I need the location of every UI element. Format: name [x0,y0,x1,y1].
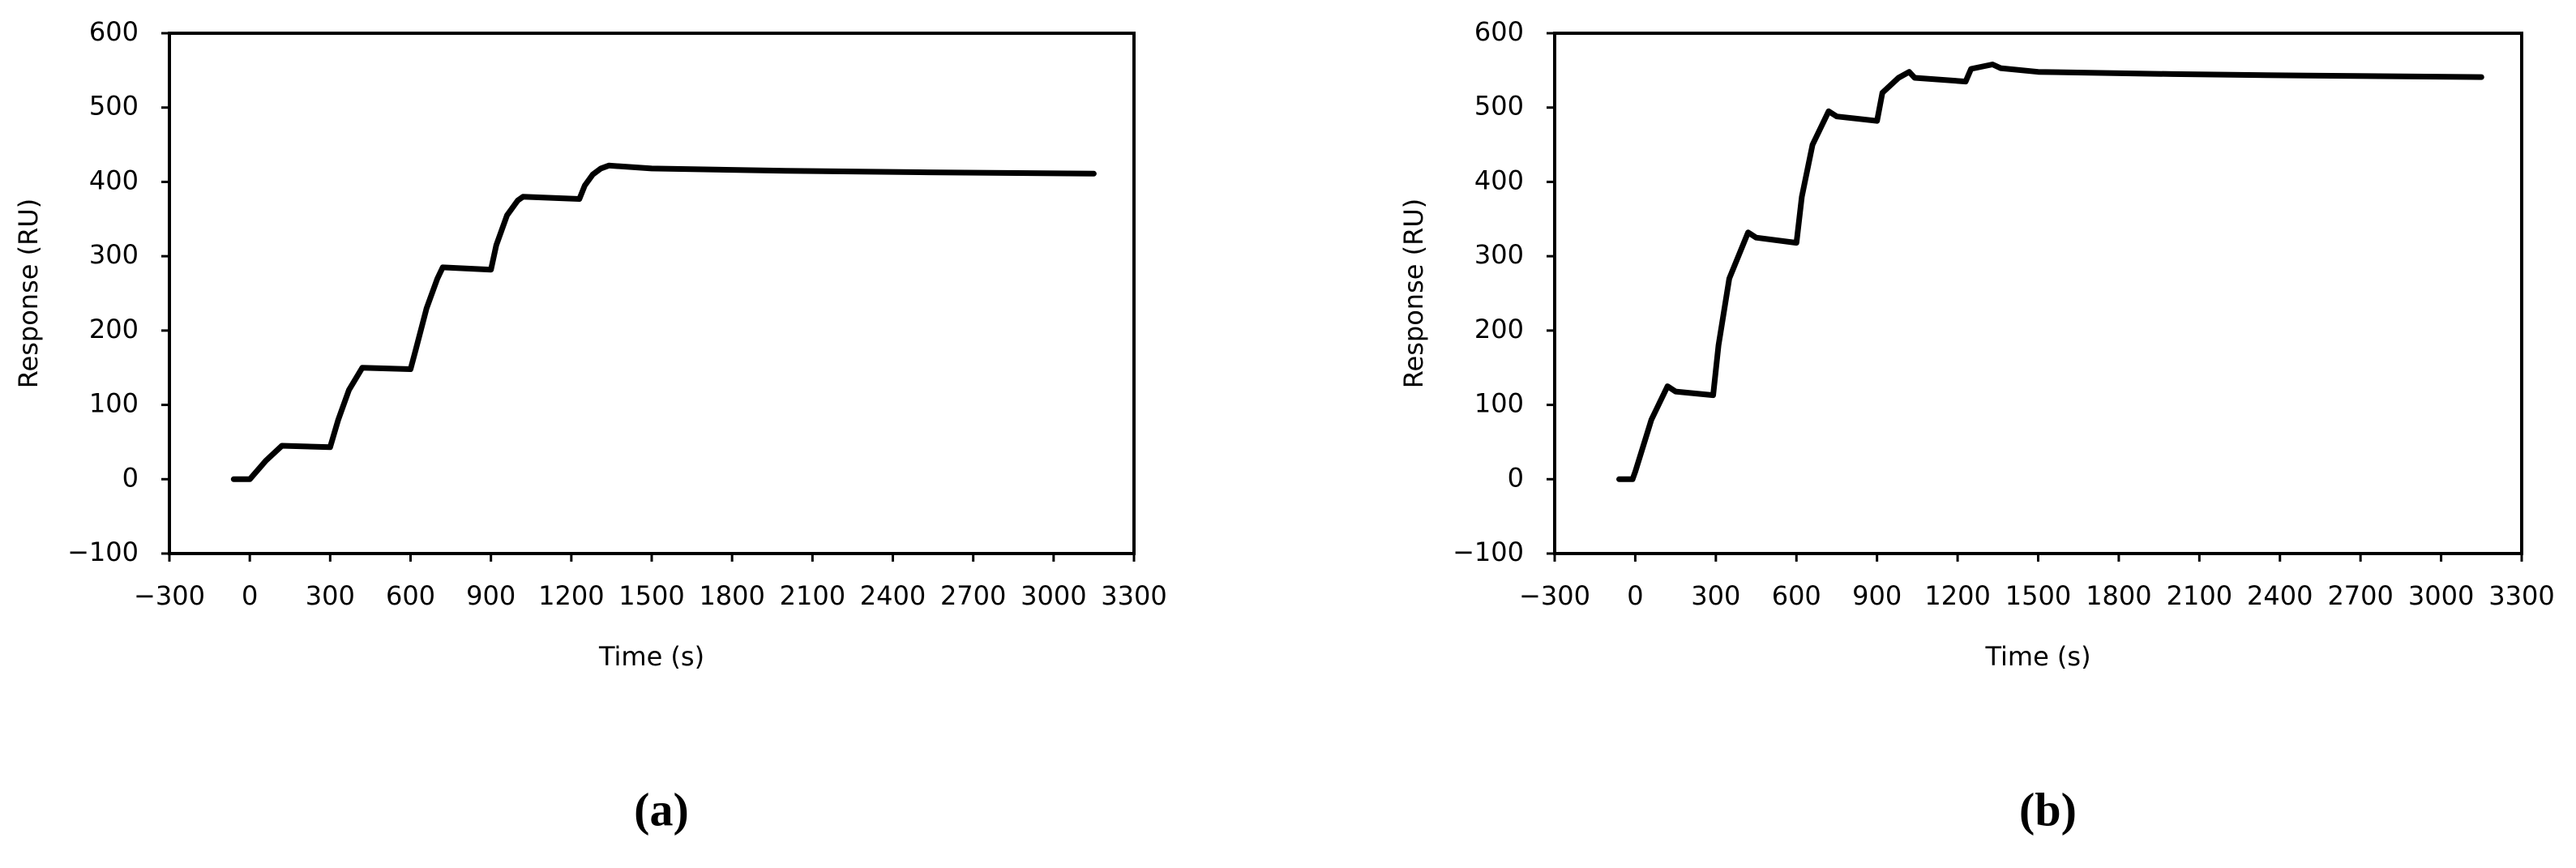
x-tick-label: −300 [134,580,205,611]
y-tick-label: 200 [1474,314,1524,344]
x-tick-label: 2700 [2327,580,2393,611]
panel-label: (a) [634,783,689,836]
y-tick-label: 0 [1508,462,1524,493]
y-axis-title: Response (RU) [13,199,44,388]
y-tick-label: 200 [89,314,139,344]
panel-label: (b) [2019,783,2077,836]
y-tick-label: 100 [1474,388,1524,419]
x-tick-label: 1200 [538,580,604,611]
x-tick-label: 1800 [2086,580,2151,611]
y-tick-label: 600 [1474,16,1524,47]
x-tick-label: 300 [1691,580,1740,611]
x-tick-label: 3300 [1101,580,1166,611]
x-tick-label: 2400 [2247,580,2313,611]
x-tick-label: 2400 [860,580,926,611]
y-axis-title: Response (RU) [1398,199,1429,388]
x-axis-title: Time (s) [598,641,704,672]
y-tick-label: −100 [67,537,139,567]
x-tick-label: 2700 [940,580,1006,611]
plot-frame [168,32,1136,555]
data-line [230,162,1097,482]
y-tick-label: 500 [1474,91,1524,122]
x-tick-label: 1800 [699,580,764,611]
x-tick-label: 0 [242,580,258,611]
x-tick-label: 900 [1852,580,1902,611]
y-tick-label: 600 [89,16,139,47]
data-line [1616,62,2484,482]
y-tick-label: 0 [122,462,139,493]
plot-frame [1553,32,2523,555]
y-tick-label: 300 [89,239,139,270]
y-tick-label: 100 [89,388,139,419]
x-tick-label: 1200 [1924,580,1990,611]
x-tick-label: 1500 [618,580,684,611]
x-axis-title: Time (s) [1984,641,2090,672]
x-tick-label: 0 [1627,580,1643,611]
y-tick-label: 400 [89,165,139,195]
x-tick-label: 3000 [2408,580,2474,611]
x-tick-label: 2100 [2167,580,2232,611]
y-tick-label: 400 [1474,165,1524,195]
x-tick-label: 3000 [1021,580,1086,611]
x-tick-label: 600 [1772,580,1821,611]
x-tick-label: 900 [466,580,516,611]
y-tick-label: −100 [1453,537,1524,567]
x-tick-label: −300 [1519,580,1590,611]
x-tick-label: 600 [386,580,435,611]
x-tick-label: 2100 [780,580,845,611]
y-tick-label: 500 [89,91,139,122]
y-tick-label: 300 [1474,239,1524,270]
x-tick-label: 1500 [2005,580,2071,611]
x-tick-label: 3300 [2488,580,2554,611]
x-tick-label: 300 [306,580,355,611]
